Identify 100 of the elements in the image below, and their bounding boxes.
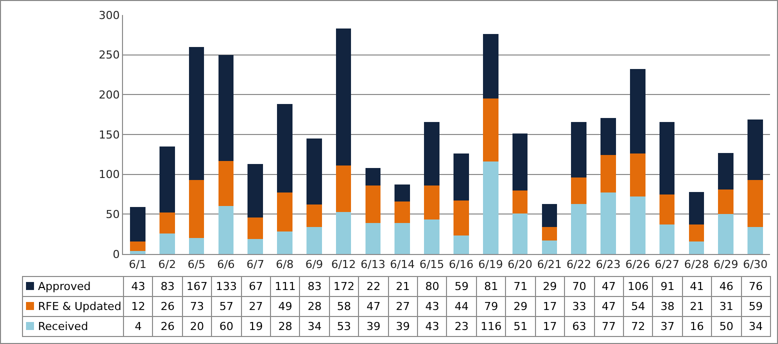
y-tick-label: 200 — [98, 88, 120, 102]
bar — [512, 213, 528, 254]
data-label: 44 — [446, 296, 476, 316]
bar — [688, 241, 704, 254]
data-label: 16 — [682, 316, 712, 336]
data-label: 17 — [535, 316, 565, 336]
data-label: 39 — [358, 316, 388, 336]
bar — [248, 164, 263, 218]
data-label: 60 — [212, 316, 242, 336]
data-label: 27 — [241, 296, 271, 316]
x-tick-label: 6/20 — [508, 258, 532, 272]
data-label: 26 — [152, 316, 182, 336]
data-label: 70 — [564, 276, 594, 296]
data-label: 76 — [741, 276, 770, 296]
data-label: 167 — [182, 276, 212, 296]
bar — [336, 166, 352, 212]
bar — [571, 204, 586, 254]
data-label: 28 — [300, 296, 330, 316]
bar — [454, 236, 469, 254]
data-label: 31 — [712, 296, 742, 316]
data-label: 33 — [564, 296, 594, 316]
bar — [365, 185, 381, 223]
x-tick-label: 6/23 — [596, 258, 621, 272]
bar — [482, 34, 498, 99]
x-tick-label: 6/9 — [305, 258, 324, 272]
bar — [424, 122, 440, 186]
data-label: 59 — [446, 276, 476, 296]
data-label: 43 — [418, 296, 447, 316]
bar — [248, 217, 263, 239]
bar — [512, 190, 528, 214]
x-tick-label: 6/22 — [566, 258, 592, 272]
legend-label: RFE & Updated — [22, 296, 124, 316]
bar — [218, 206, 234, 254]
bar — [277, 192, 292, 232]
x-tick-label: 6/27 — [654, 258, 680, 272]
legend-label: Received — [22, 316, 124, 336]
data-label: 49 — [270, 296, 300, 316]
bar — [571, 178, 586, 204]
bar — [336, 212, 352, 254]
data-label: 71 — [506, 276, 536, 296]
data-label: 116 — [476, 316, 506, 336]
bar — [482, 98, 498, 162]
bar — [365, 222, 381, 254]
x-tick-label: 6/14 — [390, 258, 415, 272]
x-tick-label: 6/15 — [419, 258, 444, 272]
bar — [454, 200, 469, 236]
bar — [394, 222, 410, 254]
x-tick-label: 6/8 — [276, 258, 294, 272]
data-label: 26 — [152, 296, 182, 316]
data-label: 83 — [300, 276, 330, 296]
data-label: 77 — [594, 316, 624, 336]
x-tick-label: 6/28 — [684, 258, 709, 272]
bar — [394, 184, 410, 202]
data-label: 21 — [682, 296, 712, 316]
data-label: 22 — [358, 276, 388, 296]
data-label: 23 — [446, 316, 476, 336]
bar — [365, 168, 381, 186]
data-label: 47 — [594, 276, 624, 296]
bar — [188, 238, 204, 254]
bar — [571, 122, 586, 178]
bar — [542, 240, 558, 254]
bar — [542, 226, 558, 240]
bar — [277, 232, 292, 254]
y-tick-label: 250 — [98, 48, 120, 62]
bar — [454, 154, 469, 201]
bar — [482, 162, 498, 254]
x-tick-label: 6/13 — [360, 258, 386, 272]
bar — [130, 250, 146, 254]
bar — [600, 192, 616, 254]
data-label: 28 — [270, 316, 300, 336]
data-label: 39 — [388, 316, 418, 336]
bar — [394, 201, 410, 223]
x-tick-label: 6/1 — [128, 258, 147, 272]
data-label: 111 — [270, 276, 300, 296]
bar — [748, 226, 763, 254]
data-label: 21 — [388, 276, 418, 296]
data-label: 29 — [535, 276, 565, 296]
data-label: 29 — [506, 296, 536, 316]
data-label: 38 — [652, 296, 682, 316]
data-label: 106 — [623, 276, 653, 296]
bar — [542, 204, 558, 227]
bar — [630, 154, 646, 197]
legend-label: Approved — [22, 276, 124, 296]
y-tick-label: 300 — [98, 8, 120, 22]
data-label: 133 — [212, 276, 242, 296]
data-label: 51 — [506, 316, 536, 336]
bar — [630, 69, 646, 154]
data-label: 67 — [241, 276, 271, 296]
bar — [424, 220, 440, 254]
bar — [659, 224, 675, 254]
data-label: 81 — [476, 276, 506, 296]
bar — [718, 214, 734, 254]
x-tick-label: 6/2 — [158, 258, 176, 272]
bar — [688, 192, 704, 225]
bar — [659, 122, 675, 194]
bar — [218, 54, 234, 161]
x-tick-label: 6/6 — [217, 258, 235, 272]
data-label: 41 — [682, 276, 712, 296]
x-tick-label: 6/7 — [246, 258, 264, 272]
y-tick-label: 150 — [98, 128, 120, 142]
